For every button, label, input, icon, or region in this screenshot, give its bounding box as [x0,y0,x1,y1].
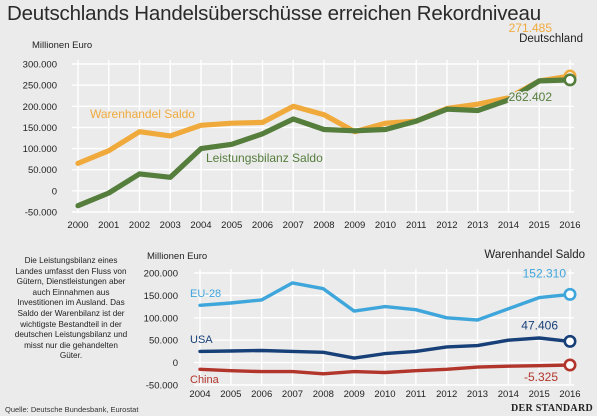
bottom-unit-label: Millionen Euro [147,251,208,262]
series-end-marker [563,358,577,372]
y-tick-label: 200.000 [23,102,57,113]
x-tick-label: 2002 [129,220,150,231]
series-label: Leistungsbilanz Saldo [206,151,323,165]
y-tick-label: 0 [52,186,57,197]
source-credit: Quelle: Deutsche Bundesbank, Eurostat [5,405,139,414]
x-tick-label: 2014 [498,389,519,400]
x-tick-label: 2003 [160,220,181,231]
x-tick-label: 2015 [529,389,550,400]
page-title: Deutschlands Handelsüberschüsse erreiche… [7,2,541,25]
brand-logo: DER STANDARD [510,403,593,414]
x-tick-label: 2006 [251,389,272,400]
x-tick-label: 2013 [467,389,488,400]
x-tick-label: 2010 [374,389,395,400]
series-label: EU-28 [190,288,221,300]
series-line [198,281,572,322]
y-tick-label: 200.000 [144,269,178,280]
y-tick-label: 300.000 [23,60,57,71]
series-end-marker [563,287,577,301]
x-tick-label: 2012 [436,220,457,231]
series-line [75,73,573,166]
series-label: USA [190,334,213,346]
y-tick-label: 150.000 [144,291,178,302]
y-tick-label: 50.000 [28,165,57,176]
series-label: China [190,374,220,386]
series-end-value: 271.485 [509,21,553,35]
x-tick-label: 2016 [559,220,580,231]
y-tick-label: 100.000 [144,313,178,324]
x-tick-label: 2013 [467,220,488,231]
series-end-value: 262.402 [509,90,553,104]
explanation-note: Die Leistungsbilanz eines Landes umfasst… [14,256,128,361]
series-line [198,363,572,376]
series-end-value: 47.406 [521,318,558,332]
series-line [75,77,573,209]
x-tick-label: 2011 [406,389,426,400]
series-label: Warenhandel Saldo [90,107,195,121]
x-tick-label: 2005 [221,220,242,231]
x-tick-label: 2000 [67,220,88,231]
series-end-value: -5.325 [524,370,558,384]
y-tick-label: 100.000 [23,144,57,155]
y-tick-label: 150.000 [23,123,57,134]
x-tick-label: 2009 [344,220,365,231]
x-tick-label: 2012 [436,389,457,400]
x-tick-label: 2004 [189,389,210,400]
series-line [198,336,572,360]
series-end-value: 152.310 [523,266,567,280]
top-unit-label: Millionen Euro [32,40,93,51]
x-tick-label: 2008 [313,220,334,231]
y-tick-label: 0 [173,358,178,369]
x-tick-label: 2007 [282,389,303,400]
x-tick-label: 2016 [559,389,580,400]
top-panel-title: Deutschland [519,33,583,45]
series-end-marker [563,73,577,87]
x-tick-label: 2001 [98,220,119,231]
x-tick-label: 2011 [406,220,426,231]
x-tick-label: 2009 [344,389,365,400]
x-tick-label: 2015 [529,220,550,231]
x-tick-label: 2010 [375,220,396,231]
y-tick-label: 250.000 [23,81,57,92]
x-tick-label: 2014 [498,220,519,231]
x-tick-label: 2006 [252,220,273,231]
x-tick-label: 2005 [220,389,241,400]
x-tick-label: 2004 [190,220,211,231]
x-tick-label: 2008 [313,389,334,400]
y-tick-label: 50.000 [149,336,178,347]
y-tick-label: -50.000 [146,381,178,392]
y-tick-label: -50.000 [25,208,57,219]
series-end-marker [563,334,577,348]
bottom-panel-title: Warenhandel Saldo [484,249,585,261]
x-tick-label: 2007 [283,220,304,231]
